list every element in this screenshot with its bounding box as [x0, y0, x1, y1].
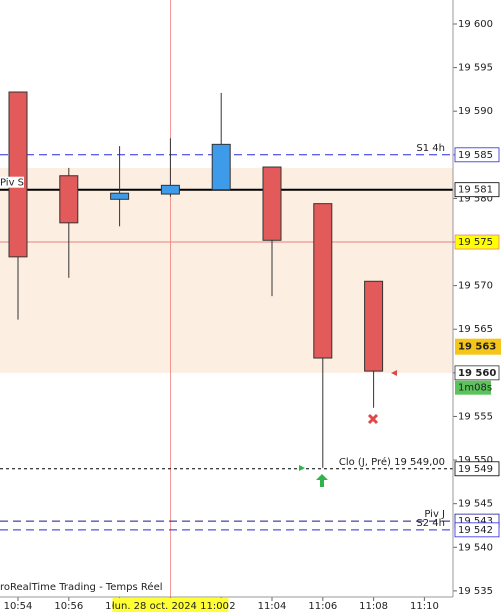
- candle-body: [110, 192, 130, 200]
- x-tick-label: 11:08: [359, 601, 388, 612]
- top-layer: 19 585 S1 4h 19 581 Piv S 19 575 19 560 19 549…: [0, 143, 501, 612]
- level-box: [454, 522, 500, 538]
- y-tick-label: 19 535: [458, 586, 493, 597]
- candle-body: [8, 91, 28, 258]
- level-box: [454, 365, 500, 381]
- crosshair-label-box: [112, 598, 229, 612]
- y-tick-label: 19 545: [458, 499, 493, 510]
- candle-body: [313, 203, 333, 359]
- y-tick-label: 19 595: [458, 63, 493, 74]
- level-name: S1 4h: [416, 143, 445, 154]
- x-tick-label: 10:56: [54, 601, 83, 612]
- level-name: Clo (J, Pré) 19 549,00: [339, 456, 445, 468]
- level-name: Piv S: [0, 178, 24, 189]
- source-label: roRealTime Trading - Temps Réel: [0, 581, 163, 593]
- y-tick-label: 19 555: [458, 411, 493, 422]
- level-box: [454, 461, 500, 477]
- level-price-label: 19 575: [458, 237, 493, 248]
- level-price-label: 19 581: [458, 185, 493, 196]
- x-tick-label: 10:54: [4, 601, 33, 612]
- candle-body: [262, 166, 282, 241]
- x-tick-label: 11:04: [258, 601, 287, 612]
- y-tick-label: 19 540: [458, 542, 493, 553]
- sell-marker: [367, 413, 379, 425]
- timer-box: [455, 380, 491, 395]
- y-tick-label: 19 550: [458, 455, 493, 466]
- level-box: [454, 182, 500, 198]
- level-name: Piv J: [424, 509, 445, 520]
- y-tick-label: 19 600: [458, 19, 493, 30]
- candle-body: [160, 184, 180, 195]
- price-marker: [391, 370, 397, 376]
- level-price-label: 19 543: [458, 516, 493, 527]
- level-price-label: 19 542: [458, 525, 493, 536]
- buy-marker: [316, 474, 328, 487]
- candle-body: [211, 143, 231, 191]
- level-price-label: 19 549: [458, 464, 493, 475]
- y-tick-label: 19 580: [458, 193, 493, 204]
- level-name: S2 4h: [416, 518, 445, 529]
- level-price-label: 19 560: [458, 368, 496, 379]
- level-box: [454, 234, 500, 250]
- candle-body: [59, 175, 79, 224]
- level-box: [454, 147, 500, 163]
- candle-body: [364, 280, 384, 372]
- level-name-bg: [0, 176, 24, 188]
- y-tick-label: 19 590: [458, 106, 493, 117]
- close-marker: [299, 465, 305, 471]
- level-price-label: 19 585: [458, 150, 493, 161]
- x-tick-label: 11:10: [410, 601, 439, 612]
- crosshair-label: lun. 28 oct. 2024 11:00: [112, 601, 229, 612]
- y-tick-label: 19 565: [458, 324, 493, 335]
- last-price-label: 19 563: [458, 342, 496, 353]
- y-tick-label: 19 570: [458, 281, 493, 292]
- timer-label: 1m08s: [458, 383, 492, 394]
- x-tick-label: 11:06: [308, 601, 337, 612]
- last-price-box: [455, 338, 501, 355]
